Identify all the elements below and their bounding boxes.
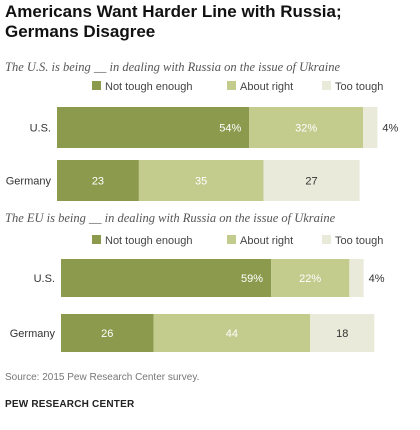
legend-label-too-tough: Too tough bbox=[335, 235, 383, 247]
legend-swatch-not-tough-enough bbox=[92, 235, 101, 244]
bar-segment-not-tough-enough bbox=[61, 314, 154, 352]
bar-segment-too-tough bbox=[363, 107, 378, 148]
legend-label-not-tough-enough: Not tough enough bbox=[105, 235, 192, 247]
category-label: U.S. bbox=[30, 123, 51, 135]
chart-title: Americans Want Harder Line with Russia; … bbox=[5, 2, 342, 41]
data-label: 35 bbox=[195, 176, 207, 188]
data-label: 26 bbox=[101, 328, 113, 340]
legend-label-too-tough: Too tough bbox=[335, 81, 383, 93]
legend-swatch-about-right bbox=[227, 81, 236, 90]
panel-1-subtitle: The U.S. is being __ in dealing with Rus… bbox=[5, 60, 341, 74]
data-label: 59% bbox=[241, 273, 263, 285]
bar-segment-not-tough-enough bbox=[57, 160, 139, 201]
bar-segment-too-tough bbox=[263, 160, 360, 201]
bar-segment-about-right bbox=[249, 107, 364, 148]
legend-swatch-not-tough-enough bbox=[92, 81, 101, 90]
bar-segment-too-tough bbox=[310, 314, 375, 352]
legend-swatch-about-right bbox=[227, 235, 236, 244]
source-note: Source: 2015 Pew Research Center survey. bbox=[5, 372, 200, 383]
bar-segment-not-tough-enough bbox=[57, 107, 250, 148]
legend-label-about-right: About right bbox=[240, 235, 293, 247]
data-label: 4% bbox=[382, 123, 398, 135]
data-label: 54% bbox=[219, 123, 241, 135]
data-label: 4% bbox=[369, 273, 385, 285]
data-label: 22% bbox=[299, 273, 321, 285]
category-label: U.S. bbox=[34, 273, 55, 285]
data-label: 32% bbox=[295, 123, 317, 135]
category-label: Germany bbox=[10, 328, 56, 340]
legend-swatch-too-tough bbox=[322, 81, 331, 90]
data-label: 23 bbox=[92, 176, 104, 188]
legend-label-about-right: About right bbox=[240, 81, 293, 93]
data-label: 27 bbox=[305, 176, 317, 188]
bar-segment-not-tough-enough bbox=[61, 259, 272, 297]
bar-segment-about-right bbox=[153, 314, 311, 352]
bar-segment-about-right bbox=[271, 259, 350, 297]
legend-label-not-tough-enough: Not tough enough bbox=[105, 81, 192, 93]
category-label: Germany bbox=[6, 176, 52, 188]
bar-segment-too-tough bbox=[349, 259, 364, 297]
organization-credit: PEW RESEARCH CENTER bbox=[5, 399, 135, 410]
data-label: 44 bbox=[226, 328, 238, 340]
bar-segment-about-right bbox=[138, 160, 264, 201]
legend-swatch-too-tough bbox=[322, 235, 331, 244]
data-label: 18 bbox=[336, 328, 348, 340]
panel-2-subtitle: The EU is being __ in dealing with Russi… bbox=[5, 211, 336, 225]
